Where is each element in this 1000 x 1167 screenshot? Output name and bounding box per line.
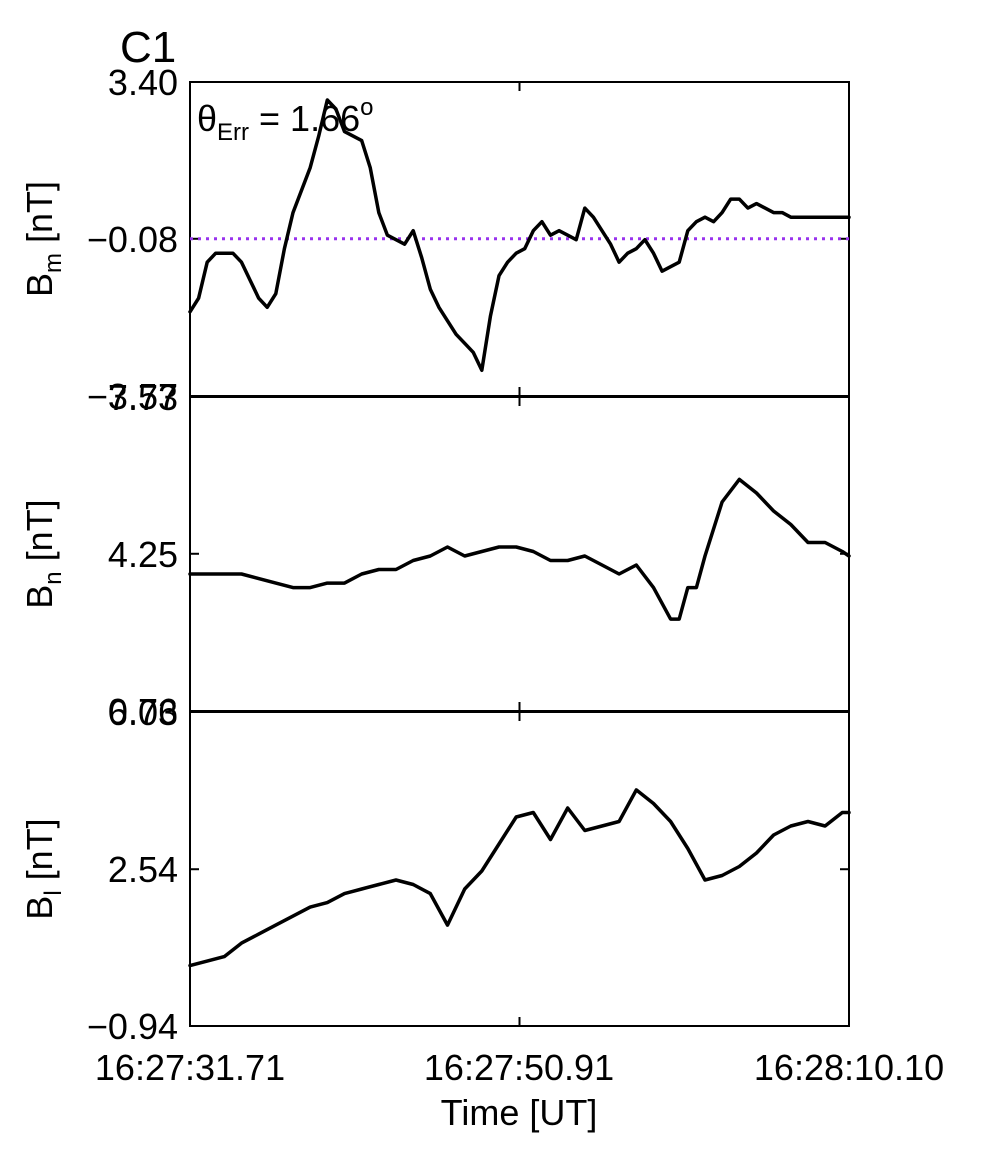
panel-1-series-line bbox=[188, 98, 851, 373]
panel-3-y-tick-label-1: 2.54 bbox=[108, 849, 178, 890]
panel-3-series-line bbox=[188, 788, 851, 968]
panel-3-y-tick-label-0: 6.03 bbox=[108, 692, 178, 733]
x-axis-label: Time [UT] bbox=[441, 1092, 598, 1133]
panel-3-y-axis-label: Bl [nT] bbox=[19, 818, 67, 919]
x-tick-label-start: 16:27:31.71 bbox=[95, 1047, 285, 1088]
panel-2-frame bbox=[189, 396, 850, 712]
panels: 3.40 −0.08 −3.57 Bm [nT] 7.73 4.25 0.76 Bn [nT]… bbox=[19, 62, 851, 1047]
panel-2-y-tick-label-0: 7.73 bbox=[108, 377, 178, 418]
panel-1-y-tick-label-1: −0.08 bbox=[87, 219, 178, 260]
theta-error-annotation: θErr = 1.66o bbox=[197, 94, 373, 146]
figure-label: C1 bbox=[120, 23, 176, 72]
theta-value: = 1.66 bbox=[249, 98, 360, 139]
panel-2-y-tick-label-1: 4.25 bbox=[108, 534, 178, 575]
panel-3-y-tick-label-2: −0.94 bbox=[87, 1006, 178, 1047]
theta-subscript: Err bbox=[217, 119, 249, 146]
theta-degree: o bbox=[360, 94, 373, 121]
panel-1-y-axis-label: Bm [nT] bbox=[19, 181, 67, 297]
panel-2-series-line bbox=[188, 477, 851, 621]
x-tick-label-mid: 16:27:50.91 bbox=[424, 1047, 614, 1088]
panel-3-frame bbox=[189, 711, 850, 1027]
x-tick-label-end: 16:28:10.10 bbox=[754, 1047, 944, 1088]
panel-1-y-tick-label-0: 3.40 bbox=[108, 62, 178, 103]
panel-2-y-axis-label: Bn [nT] bbox=[19, 499, 67, 608]
panel-2-y-tick-label-2: 0.76 bbox=[108, 691, 178, 732]
theta-symbol: θ bbox=[197, 98, 217, 139]
panel-1-y-tick-label-2: −3.57 bbox=[87, 376, 178, 417]
